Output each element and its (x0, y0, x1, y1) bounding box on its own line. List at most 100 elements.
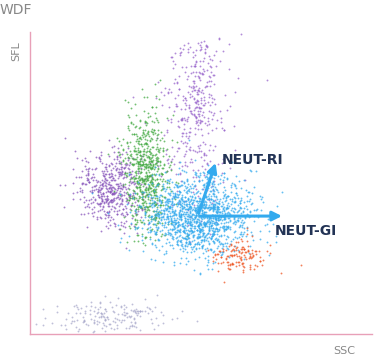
Point (258, 196, 264, 202)
Point (214, 205, 220, 211)
Point (141, 193, 147, 199)
Point (146, 184, 152, 190)
Point (138, 136, 144, 142)
Point (179, 203, 185, 209)
Point (176, 228, 182, 234)
Point (138, 175, 144, 181)
Point (139, 219, 145, 225)
Point (180, 223, 186, 229)
Point (127, 191, 133, 197)
Point (184, 209, 190, 214)
Point (200, 224, 206, 230)
Point (63, 326, 69, 332)
Point (200, 102, 206, 108)
Point (225, 209, 231, 215)
Point (111, 185, 117, 191)
Point (192, 207, 198, 213)
Point (167, 242, 173, 248)
Point (147, 227, 153, 233)
Point (115, 158, 121, 164)
Point (114, 165, 120, 171)
Point (118, 161, 124, 167)
Point (177, 199, 183, 205)
Point (244, 206, 250, 212)
Point (192, 215, 198, 221)
Point (209, 260, 215, 266)
Point (175, 180, 181, 186)
Point (206, 213, 212, 219)
Point (226, 215, 232, 221)
Point (196, 178, 202, 184)
Point (185, 211, 191, 217)
Point (149, 175, 155, 181)
Point (215, 215, 221, 221)
Point (245, 248, 251, 253)
Point (221, 232, 227, 238)
Point (214, 206, 220, 211)
Point (148, 173, 154, 179)
Point (221, 208, 227, 214)
Point (129, 155, 135, 161)
Point (161, 194, 167, 200)
Point (207, 57, 213, 62)
Point (198, 215, 204, 220)
Point (73, 324, 79, 330)
Point (164, 248, 170, 254)
Point (110, 175, 116, 181)
Point (162, 224, 168, 230)
Point (220, 206, 226, 211)
Point (115, 169, 121, 175)
Point (182, 218, 188, 224)
Point (107, 174, 113, 180)
Point (158, 89, 164, 95)
Point (230, 215, 237, 220)
Point (109, 190, 115, 195)
Point (183, 211, 189, 217)
Point (181, 168, 187, 174)
Point (177, 223, 183, 228)
Point (93, 186, 99, 192)
Point (227, 242, 233, 247)
Point (191, 225, 197, 231)
Point (193, 58, 199, 64)
Point (139, 207, 146, 213)
Point (133, 195, 139, 201)
Point (100, 203, 106, 209)
Point (114, 181, 120, 187)
Point (158, 217, 164, 223)
Point (159, 102, 165, 108)
Point (229, 253, 235, 258)
Point (177, 207, 183, 213)
Point (103, 196, 109, 202)
Point (200, 230, 206, 236)
Point (201, 151, 207, 157)
Point (229, 247, 235, 253)
Point (113, 195, 119, 201)
Point (218, 209, 224, 214)
Point (196, 217, 202, 223)
Point (141, 108, 147, 113)
Point (140, 131, 146, 136)
Point (115, 295, 121, 301)
Point (187, 222, 193, 228)
Point (157, 220, 163, 226)
Point (198, 205, 204, 211)
Point (200, 232, 206, 238)
Point (125, 191, 131, 196)
Point (169, 243, 175, 248)
Point (171, 80, 177, 86)
Point (141, 141, 147, 146)
Point (88, 303, 94, 309)
Point (147, 234, 153, 240)
Point (147, 137, 153, 143)
Point (136, 195, 142, 201)
Point (212, 226, 218, 232)
Point (148, 192, 154, 198)
Point (177, 238, 183, 243)
Point (149, 164, 155, 169)
Point (148, 177, 154, 182)
Point (151, 202, 157, 208)
Point (147, 173, 153, 178)
Point (217, 209, 223, 214)
Point (168, 219, 174, 224)
